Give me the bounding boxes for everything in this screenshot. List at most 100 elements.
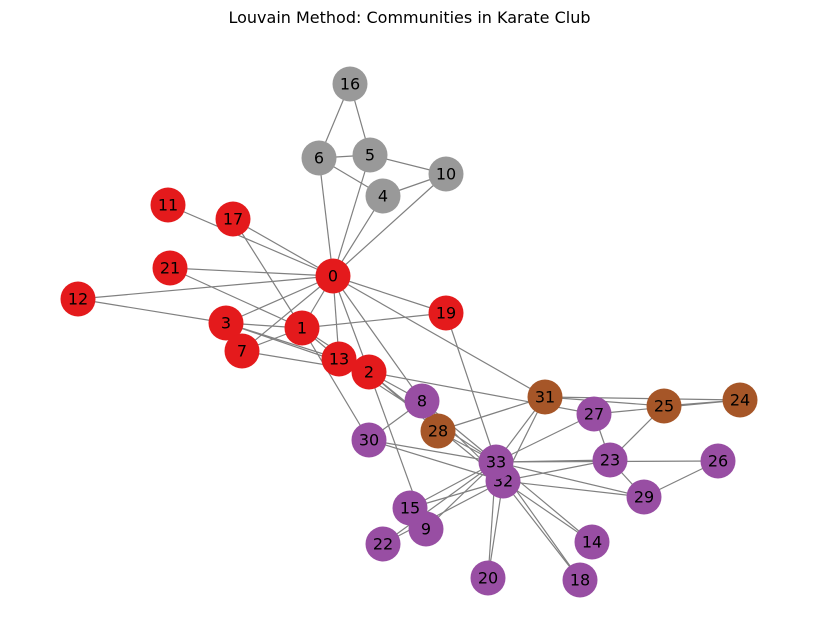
node-label-0: 0 (328, 267, 338, 286)
edge-27-33 (495, 413, 595, 463)
node-circle-2 (351, 354, 387, 390)
node-circle-6 (301, 140, 337, 176)
node-label-26: 26 (708, 452, 728, 471)
edge-0-8 (332, 275, 423, 402)
node-31: 31 (527, 379, 563, 415)
node-circle-7 (224, 333, 260, 369)
edge-0-19 (332, 275, 447, 314)
edge-0-3 (225, 275, 334, 324)
node-circle-18 (562, 562, 598, 598)
node-label-28: 28 (428, 422, 448, 441)
node-circle-13 (321, 341, 357, 377)
node-30: 30 (351, 422, 387, 458)
node-4: 4 (365, 178, 401, 214)
edge-1-19 (301, 312, 447, 329)
node-circle-15 (392, 490, 428, 526)
node-circle-14 (574, 524, 610, 560)
node-circle-11 (150, 187, 186, 223)
node-circle-27 (576, 396, 612, 432)
node-1: 1 (284, 310, 320, 346)
edge-0-17 (232, 218, 334, 277)
node-17: 17 (215, 201, 251, 237)
node-circle-21 (152, 250, 188, 286)
node-label-11: 11 (158, 196, 178, 215)
node-label-18: 18 (570, 571, 590, 590)
node-label-19: 19 (436, 304, 456, 323)
node-26: 26 (700, 443, 736, 479)
edge-3-12 (77, 298, 227, 324)
node-label-33: 33 (486, 453, 506, 472)
node-circle-19 (428, 295, 464, 331)
node-label-22: 22 (373, 535, 393, 554)
node-circle-12 (60, 281, 96, 317)
node-21: 21 (152, 250, 188, 286)
node-circle-30 (351, 422, 387, 458)
node-label-7: 7 (237, 342, 247, 361)
node-2: 2 (351, 354, 387, 390)
node-5: 5 (352, 137, 388, 173)
node-label-17: 17 (223, 210, 243, 229)
node-circle-20 (470, 560, 506, 596)
node-circle-31 (527, 379, 563, 415)
edge-3-13 (225, 322, 340, 360)
node-label-21: 21 (160, 259, 180, 278)
node-13: 13 (321, 341, 357, 377)
edge-1-17 (232, 218, 303, 329)
node-circle-22 (365, 526, 401, 562)
node-33: 33 (478, 444, 514, 480)
edge-29-33 (495, 461, 645, 498)
node-23: 23 (592, 442, 628, 478)
chart-title: Louvain Method: Communities in Karate Cl… (228, 8, 591, 27)
node-3: 3 (208, 305, 244, 341)
edge-28-31 (437, 396, 546, 432)
edge-1-30 (301, 327, 370, 441)
node-label-13: 13 (329, 350, 349, 369)
node-label-14: 14 (582, 533, 602, 552)
edge-30-33 (368, 439, 497, 463)
node-28: 28 (420, 413, 456, 449)
node-circle-33 (478, 444, 514, 480)
node-22: 22 (365, 526, 401, 562)
node-label-12: 12 (68, 290, 88, 309)
node-circle-29 (626, 479, 662, 515)
node-24: 24 (722, 382, 758, 418)
node-label-3: 3 (221, 314, 231, 333)
node-0: 0 (315, 258, 351, 294)
node-label-1: 1 (297, 319, 307, 338)
node-circle-1 (284, 310, 320, 346)
edge-22-32 (382, 480, 504, 545)
edge-0-5 (332, 154, 371, 277)
node-label-8: 8 (417, 392, 427, 411)
node-label-29: 29 (634, 488, 654, 507)
node-12: 12 (60, 281, 96, 317)
node-29: 29 (626, 479, 662, 515)
node-label-10: 10 (436, 165, 456, 184)
node-18: 18 (562, 562, 598, 598)
node-16: 16 (332, 66, 368, 102)
node-7: 7 (224, 333, 260, 369)
node-label-31: 31 (535, 388, 555, 407)
node-label-25: 25 (654, 397, 674, 416)
node-15: 15 (392, 490, 428, 526)
node-circle-25 (646, 388, 682, 424)
node-20: 20 (470, 560, 506, 596)
node-circle-28 (420, 413, 456, 449)
node-label-24: 24 (730, 391, 750, 410)
edge-0-6 (318, 157, 334, 277)
node-label-30: 30 (359, 431, 379, 450)
edge-22-33 (382, 461, 497, 545)
node-layer: 0123711121317192145610162425283189141518… (60, 66, 758, 598)
node-circle-16 (332, 66, 368, 102)
edge-14-32 (502, 480, 593, 543)
node-19: 19 (428, 295, 464, 331)
edge-19-33 (445, 312, 497, 463)
node-circle-17 (215, 201, 251, 237)
node-14: 14 (574, 524, 610, 560)
node-11: 11 (150, 187, 186, 223)
node-circle-24 (722, 382, 758, 418)
edge-0-11 (167, 204, 334, 277)
node-circle-23 (592, 442, 628, 478)
node-label-27: 27 (584, 405, 604, 424)
node-label-15: 15 (400, 499, 420, 518)
